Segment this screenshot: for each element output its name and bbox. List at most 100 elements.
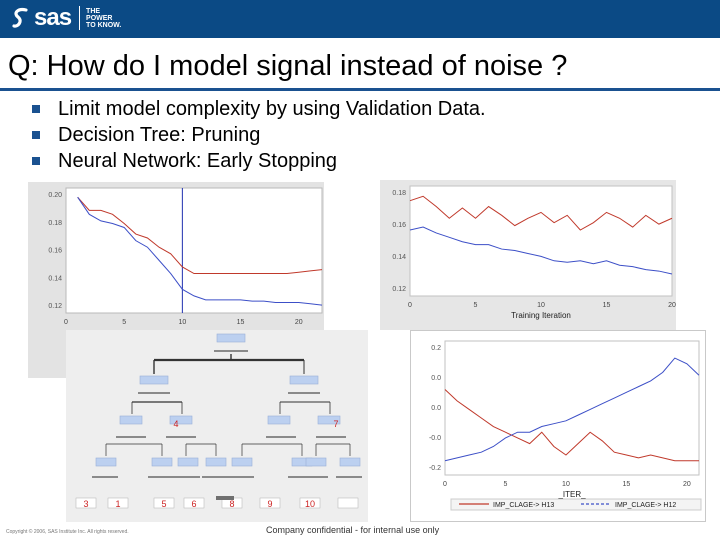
plot-area xyxy=(444,340,700,476)
split-text xyxy=(116,436,146,438)
x-tick-label: 5 xyxy=(474,302,478,309)
plot-area xyxy=(409,185,673,297)
split-text xyxy=(148,476,174,478)
split-text xyxy=(228,476,254,478)
y-tick-label: 0.16 xyxy=(48,248,62,255)
tree-node xyxy=(317,415,341,425)
leaf-number: 6 xyxy=(191,499,196,509)
bullet-square-icon xyxy=(32,157,40,165)
y-tick-label: 0.12 xyxy=(392,286,406,293)
y-tick-label: 0.12 xyxy=(48,303,62,310)
x-tick-label: 20 xyxy=(683,481,691,488)
bullet-item: Decision Tree: Pruning xyxy=(32,122,486,148)
leaf-number: 5 xyxy=(161,499,166,509)
series-line xyxy=(409,195,673,231)
bullet-list: Limit model complexity by using Validati… xyxy=(32,96,486,174)
y-tick-label: 0.14 xyxy=(392,254,406,261)
split-text xyxy=(288,392,320,394)
bullet-item: Neural Network: Early Stopping xyxy=(32,148,486,174)
tree-node xyxy=(231,457,253,467)
split-text xyxy=(266,436,296,438)
y-tick-label: 0.16 xyxy=(392,222,406,229)
plot-area xyxy=(65,187,323,314)
x-axis-label: _ITER_ xyxy=(557,490,586,499)
leaf-node xyxy=(183,497,205,509)
split-text xyxy=(316,436,346,438)
y-tick-label: -0.2 xyxy=(429,465,441,472)
bullet-text: Limit model complexity by using Validati… xyxy=(58,98,486,120)
logo-text: sas xyxy=(34,4,72,31)
weight-iteration-chart: 0.20.00.0-0.0-0.20 5 10 15 20_ITER_IMP_CLAGE… xyxy=(429,340,702,511)
leaf-node xyxy=(107,497,129,509)
split-text xyxy=(302,476,328,478)
tree-node xyxy=(169,415,193,425)
decision-tree-diagram: 4 7 3 1 5 6 8 9 10 xyxy=(75,333,362,509)
split-text xyxy=(138,392,170,394)
x-tick-label: 0 xyxy=(443,481,447,488)
training-iteration-chart: 0.18 0.16 0.14 0.12 0 5 10 15 20 Training Iterati… xyxy=(392,185,676,320)
tree-node-number: 7 xyxy=(333,419,338,429)
tree-node xyxy=(119,415,143,425)
leaf-node xyxy=(153,497,175,509)
confidential-text: Company confidential - for internal use … xyxy=(266,525,440,535)
x-tick-label: 15 xyxy=(237,319,245,326)
bullet-square-icon xyxy=(32,131,40,139)
training-iteration-plot-panel: 0.18 0.16 0.14 0.12 0 5 10 15 20 Training Iterati… xyxy=(380,180,676,330)
tree-node xyxy=(151,457,173,467)
y-tick-label: 0.0 xyxy=(431,375,441,382)
leaf-number: 9 xyxy=(267,499,272,509)
tagline-line: TO KNOW. xyxy=(86,21,122,29)
root-node xyxy=(216,333,246,343)
tree-node xyxy=(177,457,199,467)
tagline-line: POWER xyxy=(86,14,113,22)
tiny-label xyxy=(216,496,234,500)
x-tick-label: 0 xyxy=(408,302,412,309)
y-tick-label: 0.14 xyxy=(48,275,62,282)
y-tick-label: 0.2 xyxy=(431,345,441,352)
split-text xyxy=(92,476,118,478)
y-tick-label: -0.0 xyxy=(429,435,441,442)
leaf-node xyxy=(299,497,321,509)
series-line xyxy=(409,226,673,275)
title-underline xyxy=(0,88,720,91)
split-text xyxy=(214,350,248,352)
y-tick-label: 0.20 xyxy=(48,192,62,199)
logo-divider xyxy=(79,6,81,30)
split-text xyxy=(166,436,196,438)
split-text xyxy=(288,476,314,478)
series-line xyxy=(444,357,700,462)
legend-box xyxy=(450,498,702,511)
tree-node xyxy=(339,457,361,467)
legend-label: IMP_CLAGE-> H12 xyxy=(615,502,676,509)
series-line xyxy=(77,196,323,275)
y-tick-label: 0.18 xyxy=(48,220,62,227)
x-tick-label: 5 xyxy=(504,481,508,488)
tagline-line: THE xyxy=(86,7,101,15)
legend-label: IMP_CLAGE-> H13 xyxy=(493,502,554,509)
leaf-number: 1 xyxy=(115,499,120,509)
x-tick-label: 10 xyxy=(178,319,186,326)
x-tick-label: 20 xyxy=(295,319,303,326)
tree-node xyxy=(305,457,327,467)
leaf-node xyxy=(75,497,97,509)
series-line xyxy=(77,196,323,306)
x-tick-label: 15 xyxy=(623,481,631,488)
series-line xyxy=(444,389,699,462)
bullet-item: Limit model complexity by using Validati… xyxy=(32,96,486,122)
tree-node-number: 4 xyxy=(173,419,178,429)
x-tick-label: 5 xyxy=(122,319,126,326)
split-text xyxy=(336,476,362,478)
x-tick-label: 15 xyxy=(603,302,611,309)
tree-node xyxy=(289,375,319,385)
slide-title: Q: How do I model signal instead of nois… xyxy=(8,50,568,82)
x-axis-label: Training Iteration xyxy=(511,311,571,320)
sas-logo: sas THE POWER TO KNOW. xyxy=(10,6,121,30)
header-bar: sas THE POWER TO KNOW. xyxy=(0,0,720,38)
decision-tree-panel: 4 7 3 1 5 6 8 9 10 xyxy=(66,330,368,522)
bullet-text: Decision Tree: Pruning xyxy=(58,124,261,146)
logo-tagline: THE POWER TO KNOW. xyxy=(86,8,121,29)
y-tick-label: 0.0 xyxy=(431,405,441,412)
weight-iteration-plot-panel: 0.2 0.0 0.0 -0.0 -0.2 0 5 10 15 20 _ITER_ IMP_CLAGE… xyxy=(410,330,706,522)
x-tick-label: 10 xyxy=(537,302,545,309)
x-tick-label: 20 xyxy=(668,302,676,309)
